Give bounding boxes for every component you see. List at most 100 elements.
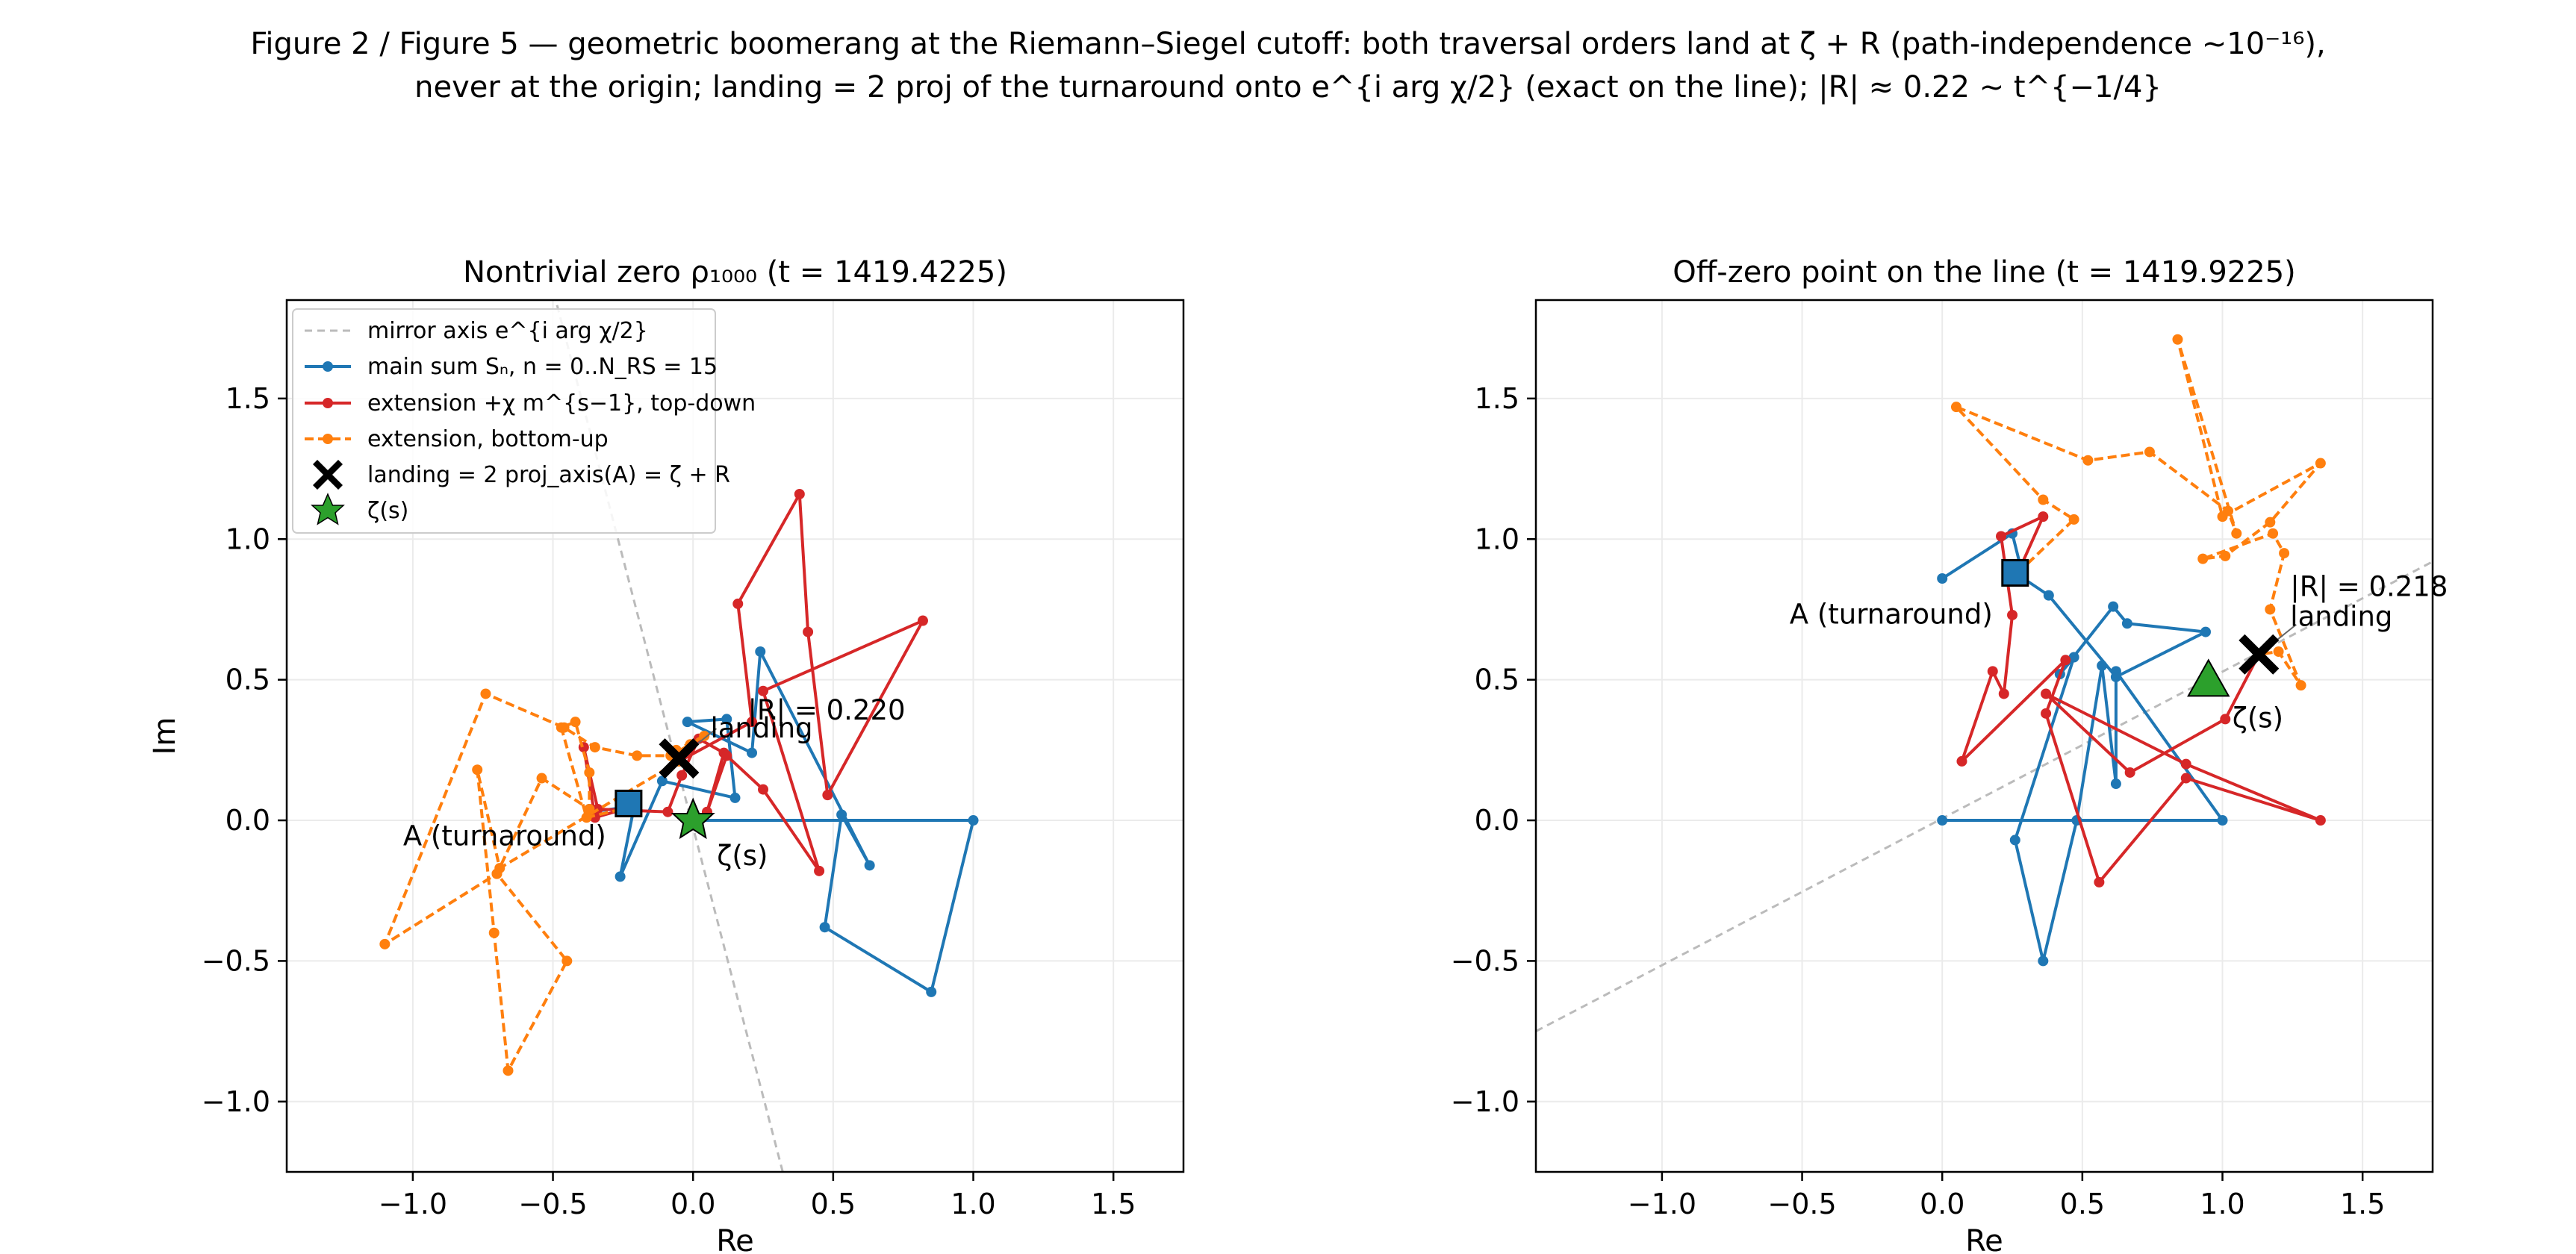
ext-top-point	[721, 750, 732, 761]
ext-top-point	[2315, 815, 2326, 826]
landing-marker	[659, 738, 700, 779]
legend-landing-label: landing = 2 proj_axis(A) = ζ + R	[367, 462, 730, 488]
ext-top-point	[1998, 688, 2009, 699]
ext-top-point	[747, 717, 758, 728]
main-point	[2110, 671, 2121, 682]
main-point	[968, 815, 979, 826]
ext-top-point	[1996, 531, 2007, 542]
ext-bottom-point	[570, 717, 581, 728]
legend-landing-marker	[313, 460, 343, 490]
ext-top-point	[2038, 511, 2049, 522]
ext-bottom-series-line	[1954, 337, 2322, 687]
ext-top-point	[794, 488, 805, 499]
main-point	[836, 809, 847, 820]
ext-bottom-point	[2144, 446, 2155, 458]
legend-ext-top-marker	[323, 398, 333, 408]
ext-bottom-point	[480, 688, 491, 699]
ext-top-point	[2060, 655, 2071, 666]
y-axis-label: Im	[148, 717, 182, 755]
ext-top-point	[1956, 755, 1967, 767]
main-point	[755, 646, 766, 657]
legend-ext-bottom-marker	[323, 434, 333, 444]
ext-bottom-series-line-2	[476, 760, 680, 1073]
ext-bottom-point	[503, 1065, 514, 1076]
x-tick-label: 0.0	[671, 1188, 715, 1220]
ext-bottom-point	[559, 722, 570, 733]
main-point	[1937, 815, 1948, 826]
x-tick-label: 0.0	[1920, 1188, 1964, 1220]
ext-top-point	[1987, 666, 1998, 677]
legend-ext-top-label: extension +χ m^{s−1}, top-down	[367, 390, 756, 417]
turnaround-marker	[615, 789, 643, 817]
main-point	[729, 792, 741, 803]
legend-main-marker	[323, 361, 333, 372]
ext-top-point	[662, 806, 673, 817]
turnaround-label: A (turnaround)	[1790, 598, 1993, 630]
legend-frame	[292, 308, 716, 534]
ext-top-point	[732, 598, 744, 609]
main-point	[2121, 618, 2132, 629]
main-point	[864, 860, 875, 871]
main-point	[2009, 835, 2020, 846]
y-tick-label: −0.5	[1451, 944, 1519, 977]
mirror-axis-line	[1536, 561, 2433, 1032]
ext-top-point	[2180, 758, 2191, 770]
main-point	[819, 922, 830, 933]
ext-top-point	[758, 685, 769, 696]
ext-bottom-point	[2265, 604, 2276, 615]
ext-top-point	[2180, 773, 2191, 784]
ext-bottom-point	[2197, 553, 2209, 564]
main-point	[2043, 590, 2054, 601]
x-tick-label: −0.5	[1767, 1188, 1836, 1220]
plot-area	[1536, 334, 2433, 1032]
y-tick-label: 0.0	[225, 804, 270, 837]
ext-bottom-point	[491, 868, 503, 879]
y-tick-label: −0.5	[202, 944, 270, 977]
x-tick-label: 1.0	[951, 1188, 995, 1220]
zeta-triangle-marker	[2187, 658, 2230, 697]
legend-mirror-label: mirror axis e^{i arg χ/2}	[367, 318, 648, 344]
legend-zeta-label: ζ(s)	[367, 498, 408, 524]
ext-bottom-point	[632, 750, 643, 761]
ext-bottom-point	[589, 742, 600, 753]
x-axis-label: Re	[716, 1224, 754, 1254]
axes-title: Nontrivial zero ρ₁₀₀₀ (t = 1419.4225)	[463, 255, 1007, 290]
main-point	[721, 714, 732, 725]
ext-bottom-point	[2273, 646, 2284, 657]
ext-bottom-point	[1950, 402, 1961, 413]
x-tick-label: 1.5	[1091, 1188, 1136, 1220]
y-tick-label: 1.5	[225, 382, 270, 415]
main-point	[2068, 652, 2079, 663]
ext-bottom-point	[2279, 548, 2290, 559]
turnaround-label: A (turnaround)	[403, 820, 606, 852]
y-tick-label: 1.5	[1475, 382, 1519, 415]
ext-bottom-point	[2217, 511, 2228, 522]
ext-bottom-point	[2268, 528, 2279, 539]
main-point	[747, 747, 758, 758]
x-tick-label: −1.0	[379, 1188, 447, 1220]
legend-ext-bottom-label: extension, bottom-up	[367, 426, 609, 452]
y-tick-label: −1.0	[1451, 1085, 1519, 1118]
zeta-star-marker	[671, 797, 715, 840]
ext-top-point	[2124, 767, 2135, 778]
ext-bottom-point	[2295, 680, 2306, 691]
ext-bottom-point	[584, 767, 595, 778]
y-tick-label: 1.0	[225, 522, 270, 555]
y-tick-label: 0.5	[1475, 664, 1519, 696]
ext-bottom-series-line	[383, 692, 706, 946]
main-point	[1937, 573, 1948, 584]
plot-frame	[285, 299, 1185, 1173]
ext-top-point	[822, 790, 833, 801]
ext-top-series-line	[582, 492, 924, 873]
ext-top-point	[803, 626, 814, 637]
ext-top-point	[814, 865, 825, 876]
main-point	[2110, 779, 2121, 790]
right-panel: −1.0 −0.5 0.0 0.5 1.0 1.5 −1.0 −0.5 0.0 0.5 1.0 1.5…	[1451, 255, 2448, 1254]
main-point	[2108, 601, 2119, 612]
main-point	[615, 871, 626, 882]
x-tick-label: 1.5	[2340, 1188, 2385, 1220]
ext-top-point	[917, 615, 928, 626]
x-tick-label: 0.5	[2060, 1188, 2105, 1220]
ext-top-point	[2007, 609, 2018, 620]
landing-label: landing	[2290, 601, 2392, 633]
